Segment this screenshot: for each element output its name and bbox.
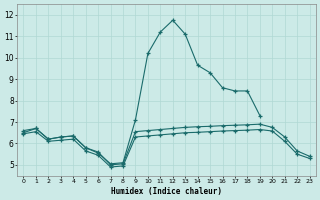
X-axis label: Humidex (Indice chaleur): Humidex (Indice chaleur) [111,187,222,196]
